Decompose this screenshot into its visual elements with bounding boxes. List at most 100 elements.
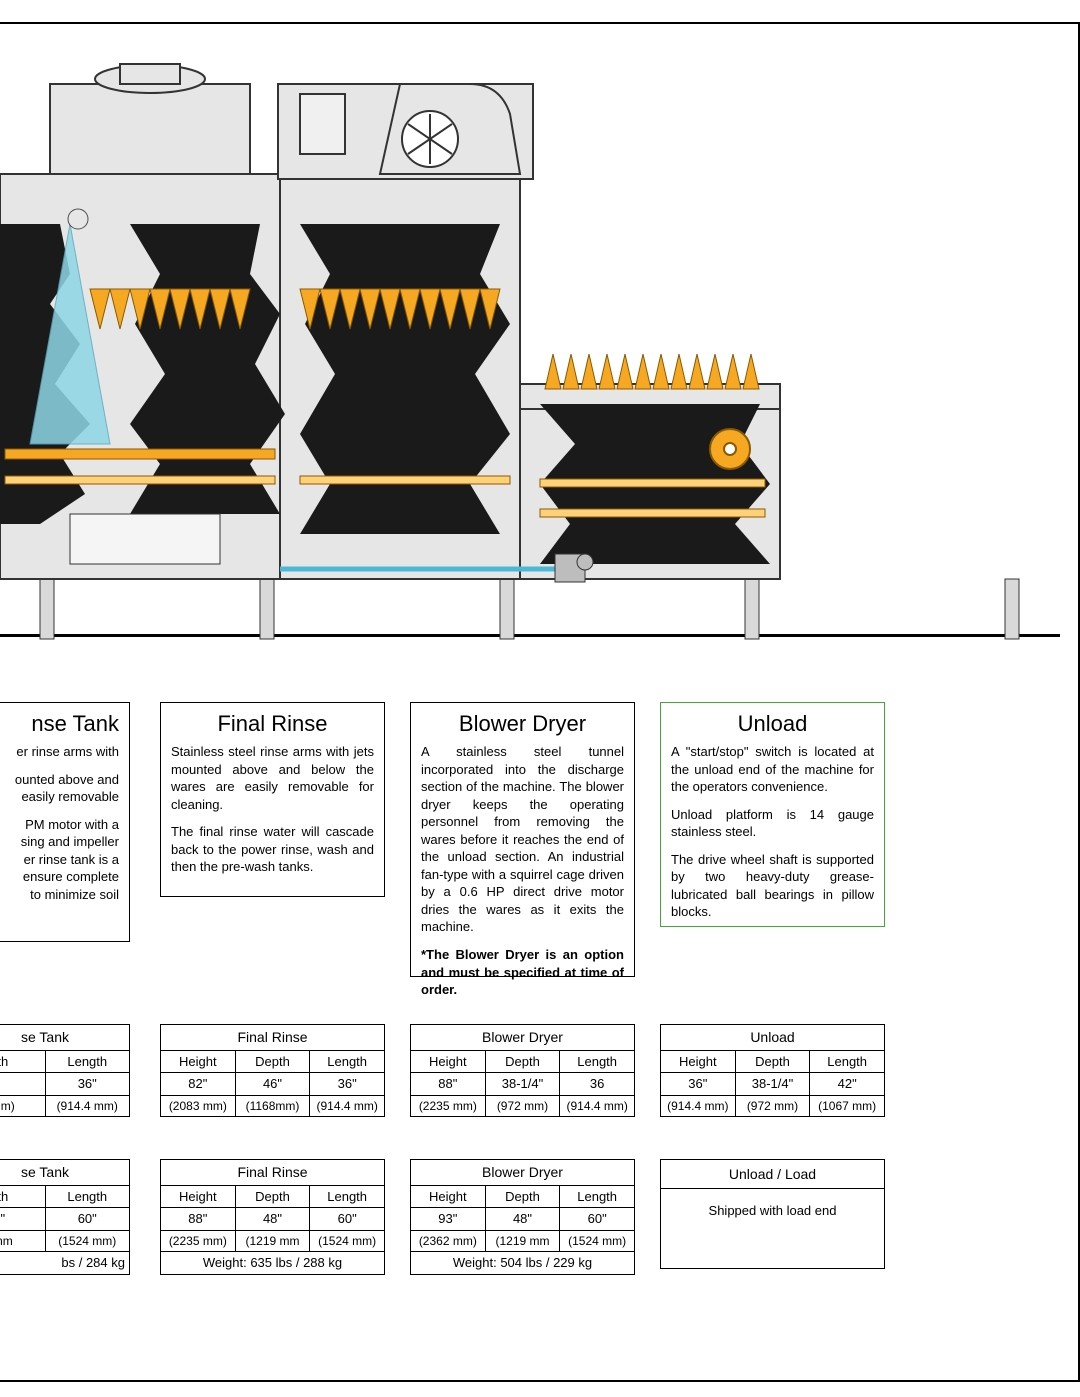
cell: (914.4 mm): [560, 1095, 635, 1116]
table-final-rinse-top: Final Rinse Height Depth Length 82" 46" …: [160, 1024, 385, 1117]
table-final-rinse-bottom: Final Rinse Height Depth Length 88" 48" …: [160, 1159, 385, 1275]
text: sing and impeller: [0, 833, 119, 851]
col-header: Length: [560, 1050, 635, 1073]
table-title: Unload / Load: [661, 1160, 885, 1189]
cell: (914.4 mm): [661, 1095, 736, 1116]
cell: 60": [310, 1208, 385, 1231]
table-title: Final Rinse: [161, 1025, 385, 1051]
col-header: Length: [560, 1185, 635, 1208]
table-unload-load-bottom: Unload / Load Shipped with load end: [660, 1159, 885, 1269]
cell: 36": [310, 1073, 385, 1096]
text: A stainless steel tunnel incorporated in…: [421, 743, 624, 936]
col-header: Depth: [235, 1050, 310, 1073]
col-header: Height: [411, 1185, 486, 1208]
cell: 36": [661, 1073, 736, 1096]
cell: (1524 mm): [45, 1230, 130, 1251]
cell: (1219 mm: [235, 1230, 310, 1251]
weight: Weight: 635 lbs / 288 kg: [161, 1252, 385, 1275]
cell: (1524 mm): [310, 1230, 385, 1251]
cell: (1168mm): [235, 1095, 310, 1116]
col-header: Height: [661, 1050, 736, 1073]
col-header: th: [0, 1050, 45, 1073]
cell: 93": [411, 1208, 486, 1231]
cell: 38-1/4": [735, 1073, 810, 1096]
table-blower-dryer-bottom: Blower Dryer Height Depth Length 93" 48"…: [410, 1159, 635, 1275]
table-title: se Tank: [0, 1025, 130, 1051]
card-title: Blower Dryer: [421, 711, 624, 737]
text: PM motor with a: [0, 816, 119, 834]
cell: (1067 mm): [810, 1095, 885, 1116]
weight: bs / 284 kg: [0, 1252, 130, 1275]
table-title: Final Rinse: [161, 1160, 385, 1186]
col-header: Length: [810, 1050, 885, 1073]
table-rinse-tank-bottom: se Tank th Length " 60" mm (1524 mm) bs …: [0, 1159, 130, 1275]
cell: [0, 1073, 45, 1096]
text: easily removable: [0, 788, 119, 806]
cell: (1219 mm: [485, 1230, 560, 1251]
card-rinse-tank: nse Tank er rinse arms with ounted above…: [0, 702, 130, 942]
note: Shipped with load end: [661, 1189, 885, 1269]
cell: 36": [45, 1073, 130, 1096]
card-blower-dryer: Blower Dryer A stainless steel tunnel in…: [410, 702, 635, 977]
cell: 46": [235, 1073, 310, 1096]
note: *The Blower Dryer is an option and must …: [421, 946, 624, 999]
text: ounted above and: [0, 771, 119, 789]
cell: (914.4 mm): [45, 1095, 130, 1116]
cell: 42": [810, 1073, 885, 1096]
table-blower-dryer-top: Blower Dryer Height Depth Length 88" 38-…: [410, 1024, 635, 1117]
machine-diagram: [0, 24, 1060, 674]
cell: ": [0, 1208, 45, 1231]
card-unload: Unload A "start/stop" switch is located …: [660, 702, 885, 927]
table-title: Unload: [661, 1025, 885, 1051]
text: er rinse arms with: [0, 743, 119, 761]
col-header: th: [0, 1185, 45, 1208]
cell: 60": [45, 1208, 130, 1231]
cell: (914.4 mm): [310, 1095, 385, 1116]
cell: (2362 mm): [411, 1230, 486, 1251]
cell: (2235 mm): [411, 1095, 486, 1116]
col-header: Height: [411, 1050, 486, 1073]
weight: Weight: 504 lbs / 229 kg: [411, 1252, 635, 1275]
text: ensure complete: [0, 868, 119, 886]
cell: 88": [161, 1208, 236, 1231]
col-header: Height: [161, 1050, 236, 1073]
col-header: Length: [310, 1050, 385, 1073]
col-header: Depth: [235, 1185, 310, 1208]
cell: (2083 mm): [161, 1095, 236, 1116]
text: The drive wheel shaft is supported by tw…: [671, 851, 874, 921]
card-title: Unload: [671, 711, 874, 737]
cell: 88": [411, 1073, 486, 1096]
cell: 82": [161, 1073, 236, 1096]
cell: mm): [0, 1095, 45, 1116]
cell: (972 mm): [735, 1095, 810, 1116]
card-final-rinse: Final Rinse Stainless steel rinse arms w…: [160, 702, 385, 897]
text: The final rinse water will cascade back …: [171, 823, 374, 876]
text: Unload platform is 14 gauge stainless st…: [671, 806, 874, 841]
table-rinse-tank-top: se Tank th Length 36" mm) (914.4 mm): [0, 1024, 130, 1117]
text: to minimize soil: [0, 886, 119, 904]
table-title: se Tank: [0, 1160, 130, 1186]
col-header: Length: [45, 1185, 130, 1208]
cell: 60": [560, 1208, 635, 1231]
text: A "start/stop" switch is located at the …: [671, 743, 874, 796]
col-header: Length: [310, 1185, 385, 1208]
cell: (972 mm): [485, 1095, 560, 1116]
text: er rinse tank is a: [0, 851, 119, 869]
text: Stainless steel rinse arms with jets mou…: [171, 743, 374, 813]
cell: 48": [235, 1208, 310, 1231]
cell: (1524 mm): [560, 1230, 635, 1251]
card-title: nse Tank: [0, 711, 119, 737]
table-title: Blower Dryer: [411, 1025, 635, 1051]
cell: 36: [560, 1073, 635, 1096]
col-header: Depth: [735, 1050, 810, 1073]
cell: 48": [485, 1208, 560, 1231]
col-header: Length: [45, 1050, 130, 1073]
table-unload-top: Unload Height Depth Length 36" 38-1/4" 4…: [660, 1024, 885, 1117]
cell: (2235 mm): [161, 1230, 236, 1251]
col-header: Depth: [485, 1050, 560, 1073]
cell: mm: [0, 1230, 45, 1251]
table-title: Blower Dryer: [411, 1160, 635, 1186]
page-frame: nse Tank er rinse arms with ounted above…: [0, 22, 1080, 1382]
cell: 38-1/4": [485, 1073, 560, 1096]
card-title: Final Rinse: [171, 711, 374, 737]
